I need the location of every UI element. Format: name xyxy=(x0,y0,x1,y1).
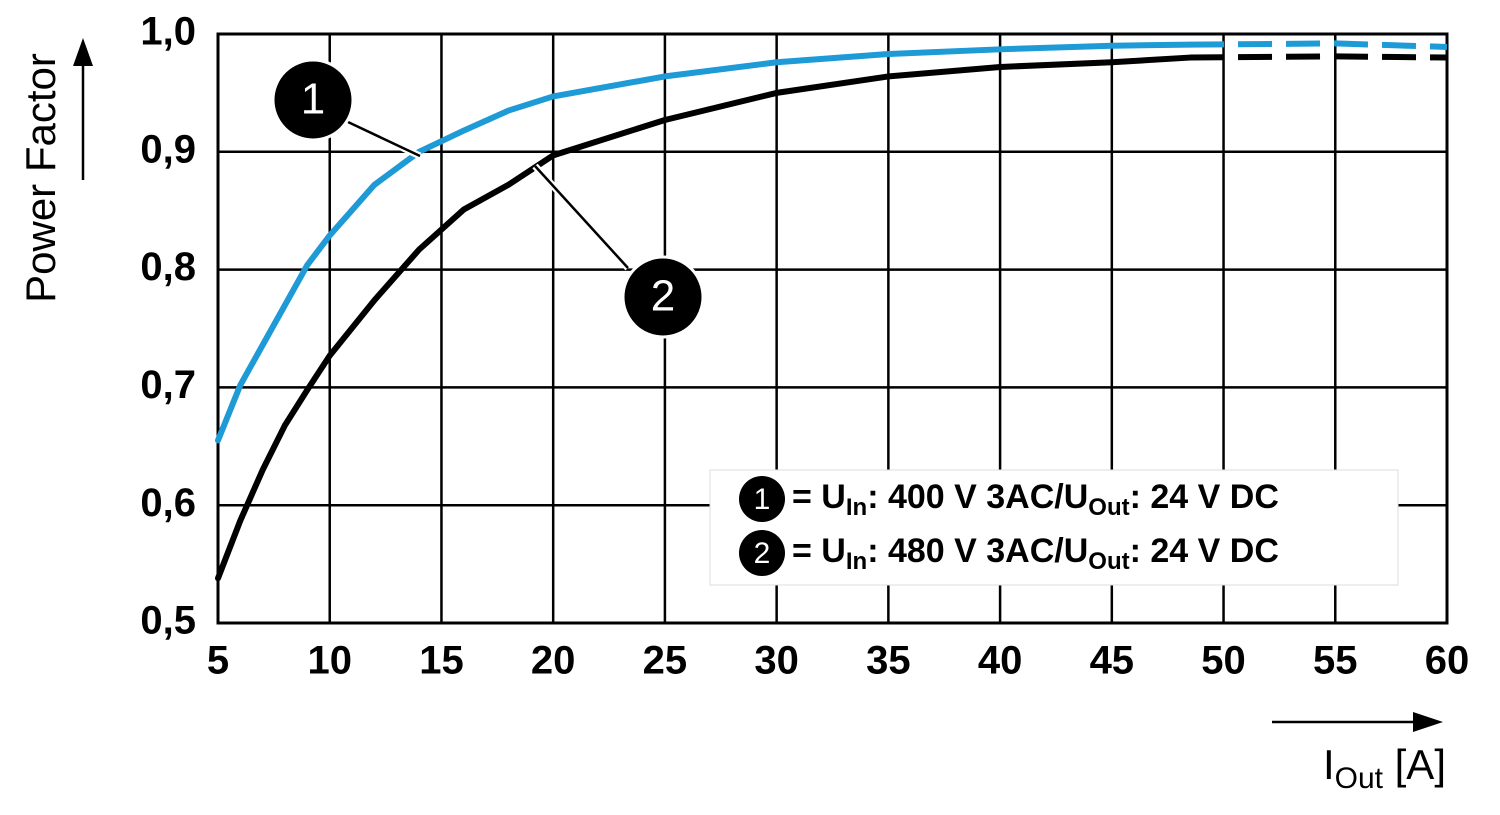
legend-marker xyxy=(739,476,785,522)
legend-label-part: Out xyxy=(1088,548,1129,575)
legend-label: = UIn: 480 V 3AC/UOut: 24 V DC xyxy=(792,532,1279,575)
legend-label-part: In xyxy=(846,494,867,521)
x-tick-label: 35 xyxy=(866,639,911,683)
y-axis-label: Power Factor xyxy=(17,53,64,303)
legend-label-part: : 24 V DC xyxy=(1130,478,1279,516)
y-tick-label: 1,0 xyxy=(140,10,196,54)
series-line-dashed xyxy=(1190,53,1448,61)
x-tick-label: 40 xyxy=(978,639,1023,683)
callout-leader xyxy=(347,120,421,158)
y-tick-label: 0,5 xyxy=(140,599,196,643)
x-tick-label: 30 xyxy=(754,639,799,683)
callout-label: 1 xyxy=(301,75,325,124)
y-tick-label: 0,7 xyxy=(140,363,196,407)
legend-box xyxy=(709,469,1399,586)
legend-label-part: In xyxy=(846,548,867,575)
x-tick-label: 20 xyxy=(531,639,576,683)
legend-label-part: : 400 V 3AC/U xyxy=(867,478,1088,516)
callout-label: 2 xyxy=(651,272,675,321)
y-tick-label: 0,6 xyxy=(140,481,196,525)
series-line xyxy=(215,54,1194,582)
legend-marker xyxy=(739,530,785,576)
x-axis-arrowhead xyxy=(1413,712,1443,732)
legend-label-part: : 480 V 3AC/U xyxy=(867,532,1088,570)
x-axis-label-part: I xyxy=(1323,741,1335,788)
y-tick-label: 0,9 xyxy=(140,127,196,171)
legend-label-part: Out xyxy=(1088,494,1129,521)
x-tick-label: 45 xyxy=(1090,639,1135,683)
x-tick-label: 25 xyxy=(643,639,688,683)
x-tick-label: 60 xyxy=(1425,639,1470,683)
x-axis-label: IOut [A] xyxy=(1323,741,1446,795)
plot-frame xyxy=(216,32,1449,625)
x-tick-label: 50 xyxy=(1201,639,1246,683)
callout-circle xyxy=(621,255,705,339)
x-axis-label-part: [A] xyxy=(1383,741,1446,788)
y-tick-label: 0,8 xyxy=(140,245,196,289)
y-axis-arrowhead xyxy=(73,38,93,66)
legend-marker-label: 1 xyxy=(754,483,771,516)
x-tick-label: 15 xyxy=(419,639,464,683)
legend-label: = UIn: 400 V 3AC/UOut: 24 V DC xyxy=(792,478,1279,521)
legend-label-part: : 24 V DC xyxy=(1130,532,1279,570)
series-line-dashed xyxy=(1190,40,1448,50)
x-tick-label: 10 xyxy=(307,639,352,683)
legend-label-part: = U xyxy=(792,532,846,570)
legend-marker-label: 2 xyxy=(754,537,771,570)
x-tick-label: 55 xyxy=(1313,639,1358,683)
callout-leader xyxy=(534,165,629,269)
callout-circle xyxy=(271,58,355,142)
series-line xyxy=(215,41,1194,444)
x-tick-label: 5 xyxy=(207,639,229,683)
x-axis-label-part: Out xyxy=(1335,762,1384,795)
legend-label-part: = U xyxy=(792,478,846,516)
